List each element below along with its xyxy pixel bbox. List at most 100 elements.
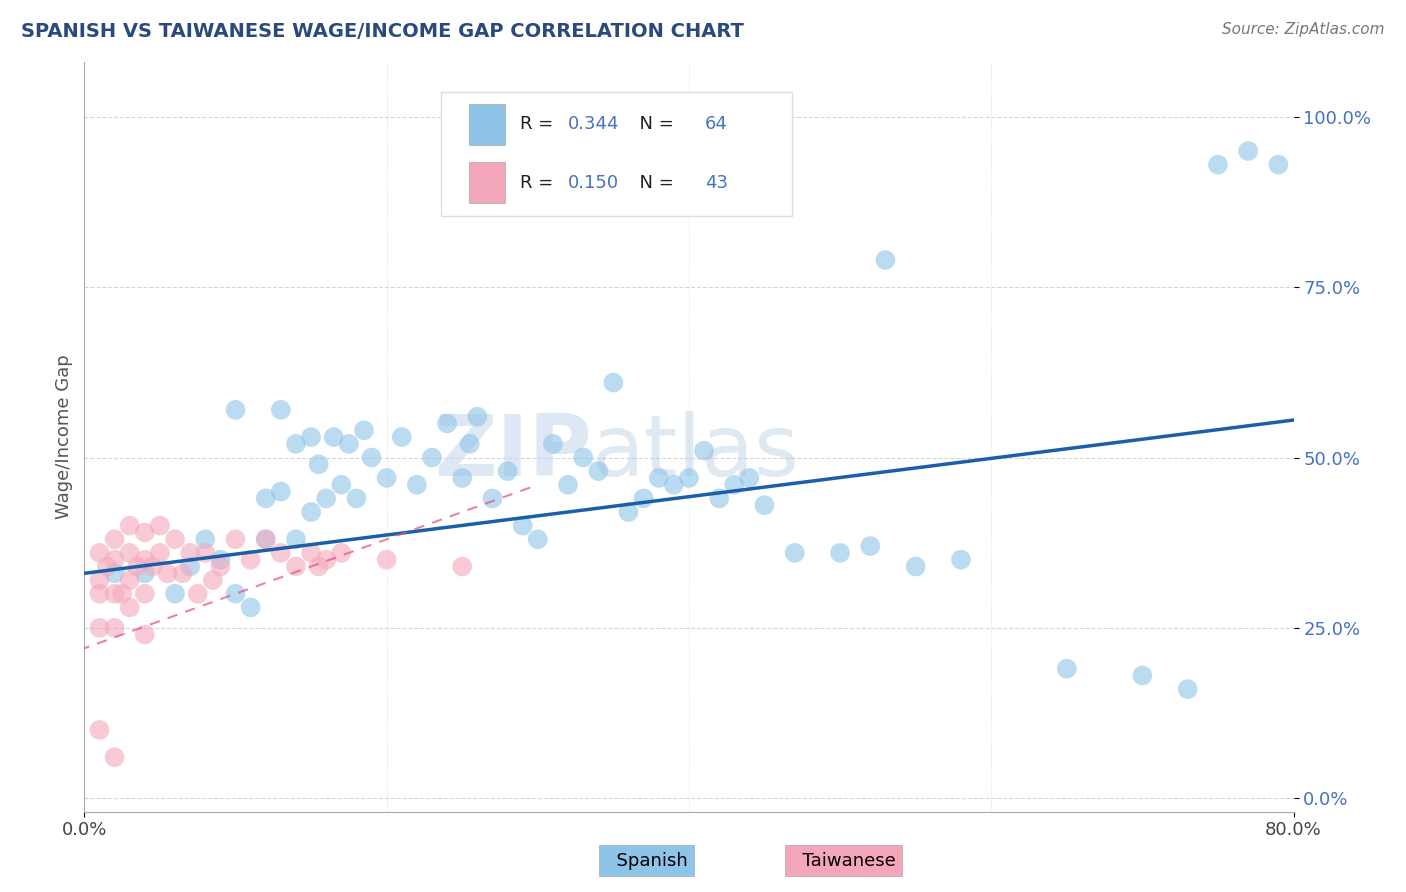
Point: [104, 587, 127, 601]
Text: SPANISH VS TAIWANESE WAGE/INCOME GAP CORRELATION CHART: SPANISH VS TAIWANESE WAGE/INCOME GAP COR…: [21, 22, 744, 41]
Point: [375, 552, 398, 566]
Point: [299, 546, 322, 560]
Point: [270, 546, 292, 560]
Y-axis label: Wage/Income Gap: Wage/Income Gap: [55, 355, 73, 519]
Point: [436, 417, 458, 431]
Point: [118, 546, 141, 560]
Point: [194, 546, 217, 560]
Point: [149, 518, 172, 533]
Point: [467, 409, 489, 424]
Point: [330, 477, 353, 491]
Point: [209, 552, 232, 566]
Point: [723, 477, 745, 491]
Point: [118, 600, 141, 615]
Point: [950, 552, 973, 566]
Point: [134, 587, 156, 601]
Point: [239, 552, 262, 566]
Point: [1056, 662, 1078, 676]
Point: [254, 533, 277, 547]
Point: [254, 491, 277, 506]
Point: [104, 750, 127, 764]
Point: [315, 491, 337, 506]
Point: [904, 559, 927, 574]
Point: [406, 477, 429, 491]
Point: [481, 491, 503, 506]
Point: [89, 573, 111, 587]
Point: [141, 559, 163, 574]
Point: [602, 376, 624, 390]
Point: [134, 566, 156, 581]
Point: [89, 621, 111, 635]
Point: [179, 546, 201, 560]
Point: [1130, 668, 1153, 682]
Point: [588, 464, 610, 478]
Point: [89, 546, 111, 560]
Text: Source: ZipAtlas.com: Source: ZipAtlas.com: [1222, 22, 1385, 37]
Point: [346, 491, 368, 506]
Point: [709, 491, 731, 506]
Point: [1206, 158, 1229, 172]
Point: [693, 443, 716, 458]
Text: 43: 43: [704, 174, 728, 192]
Point: [299, 430, 322, 444]
Point: [285, 533, 308, 547]
Point: [225, 533, 247, 547]
Text: N =: N =: [628, 115, 681, 133]
Point: [633, 491, 655, 506]
Point: [201, 573, 224, 587]
Point: [308, 458, 330, 472]
Point: [678, 471, 700, 485]
Text: atlas: atlas: [592, 410, 800, 493]
Point: [134, 627, 156, 641]
Point: [830, 546, 852, 560]
Point: [134, 552, 156, 566]
Point: [104, 533, 127, 547]
Point: [225, 587, 247, 601]
Point: [285, 559, 308, 574]
Point: [134, 525, 156, 540]
Point: [156, 566, 179, 581]
Point: [496, 464, 519, 478]
Text: Taiwanese: Taiwanese: [792, 852, 896, 870]
Point: [738, 471, 761, 485]
Point: [104, 566, 127, 581]
Point: [270, 484, 292, 499]
Point: [89, 723, 111, 737]
Point: [172, 566, 194, 581]
Point: [165, 587, 187, 601]
Point: [662, 477, 685, 491]
Text: R =: R =: [520, 115, 558, 133]
Point: [783, 546, 806, 560]
Point: [89, 587, 111, 601]
Point: [254, 533, 277, 547]
Text: Spanish: Spanish: [606, 852, 688, 870]
Point: [104, 621, 127, 635]
Text: 64: 64: [704, 115, 727, 133]
Point: [118, 518, 141, 533]
Point: [617, 505, 640, 519]
Point: [187, 587, 209, 601]
Point: [96, 559, 118, 574]
Point: [353, 423, 375, 437]
Text: ZIP: ZIP: [434, 410, 592, 493]
Point: [572, 450, 595, 465]
Text: N =: N =: [628, 174, 681, 192]
Point: [149, 546, 172, 560]
Point: [165, 533, 187, 547]
Point: [308, 559, 330, 574]
Point: [127, 559, 149, 574]
Point: [299, 505, 322, 519]
Point: [375, 471, 398, 485]
Point: [875, 252, 897, 267]
Point: [451, 559, 474, 574]
Point: [285, 437, 308, 451]
Text: R =: R =: [520, 174, 558, 192]
Point: [322, 430, 344, 444]
Point: [270, 402, 292, 417]
Point: [527, 533, 550, 547]
Point: [451, 471, 474, 485]
Point: [194, 533, 217, 547]
Point: [179, 559, 201, 574]
Point: [1237, 144, 1260, 158]
Point: [420, 450, 443, 465]
